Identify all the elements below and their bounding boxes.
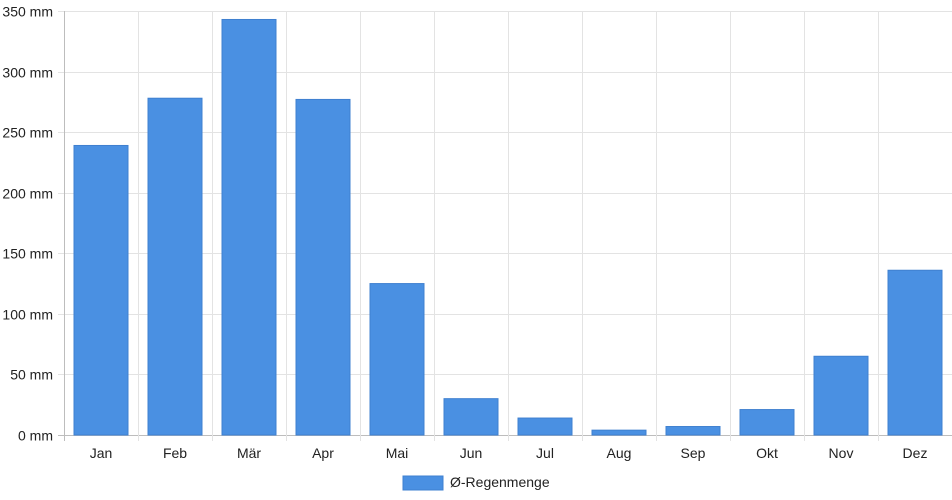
x-tick-label: Mär [237, 445, 261, 461]
x-tick-label: Dez [903, 445, 928, 461]
x-tick-label: Feb [163, 445, 187, 461]
x-tick-label: Apr [312, 445, 334, 461]
x-tick-label: Sep [681, 445, 706, 461]
y-tick-label: 0 mm [18, 428, 53, 444]
y-tick-label: 250 mm [2, 125, 53, 141]
bar-aug[interactable] [591, 429, 647, 436]
x-tick-label: Okt [756, 445, 778, 461]
chart-legend[interactable]: Ø-Regenmenge [402, 474, 550, 491]
x-tick-label: Jan [90, 445, 113, 461]
bar-nov[interactable] [813, 355, 869, 436]
bar-jun[interactable] [443, 398, 499, 436]
bar-feb[interactable] [147, 97, 203, 436]
chart-gridlines [58, 11, 952, 441]
bar-jul[interactable] [517, 417, 573, 436]
chart-bars [73, 18, 943, 436]
bar-jan[interactable] [73, 144, 129, 436]
x-tick-label: Jul [536, 445, 554, 461]
legend-label: Ø-Regenmenge [450, 474, 550, 490]
x-tick-label: Mai [386, 445, 409, 461]
y-tick-label: 100 mm [2, 307, 53, 323]
bar-sep[interactable] [665, 426, 721, 436]
bar-okt[interactable] [739, 409, 795, 436]
y-tick-label: 200 mm [2, 186, 53, 202]
x-tick-label: Aug [607, 445, 632, 461]
x-tick-label: Jun [460, 445, 483, 461]
bar-mär[interactable] [221, 18, 277, 436]
legend-swatch [402, 475, 444, 491]
y-tick-label: 300 mm [2, 65, 53, 81]
y-tick-label: 50 mm [10, 367, 53, 383]
y-tick-label: 350 mm [2, 4, 53, 20]
chart-tick-labels: 0 mm 50 mm 100 mm 150 mm 200 mm 250 mm 300 mm 3… [2, 4, 927, 462]
bar-mai[interactable] [369, 283, 425, 436]
y-tick-label: 150 mm [2, 246, 53, 262]
bar-dez[interactable] [887, 269, 943, 436]
x-tick-label: Nov [829, 445, 854, 461]
bar-apr[interactable] [295, 98, 351, 436]
